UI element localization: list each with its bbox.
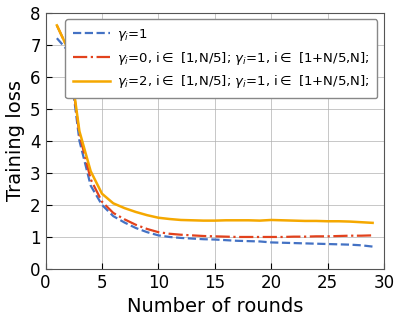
$\gamma_i$=0, i$\in$ [1,N/5]; $\gamma_i$=1, i$\in$ [1+N/5,N];	[100, 200, 104, 204]
$\gamma_i$=1	[314, 242, 319, 246]
$\gamma_i$=0, i$\in$ [1,N/5]; $\gamma_i$=1, i$\in$ [1+N/5,N];	[370, 233, 375, 237]
$\gamma_i$=1	[325, 242, 330, 246]
$\gamma_i$=2, i$\in$ [1,N/5]; $\gamma_i$=1, i$\in$ [1+N/5,N];	[325, 219, 330, 223]
$\gamma_i$=0, i$\in$ [1,N/5]; $\gamma_i$=1, i$\in$ [1+N/5,N];	[167, 232, 172, 236]
$\gamma_i$=2, i$\in$ [1,N/5]; $\gamma_i$=1, i$\in$ [1+N/5,N];	[190, 218, 194, 222]
$\gamma_i$=1	[258, 240, 262, 243]
$\gamma_i$=2, i$\in$ [1,N/5]; $\gamma_i$=1, i$\in$ [1+N/5,N];	[54, 24, 59, 27]
$\gamma_i$=0, i$\in$ [1,N/5]; $\gamma_i$=1, i$\in$ [1+N/5,N];	[134, 223, 138, 227]
$\gamma_i$=0, i$\in$ [1,N/5]; $\gamma_i$=1, i$\in$ [1+N/5,N];	[302, 235, 307, 239]
Legend: $\gamma_i$=1, $\gamma_i$=0, i$\in$ [1,N/5]; $\gamma_i$=1, i$\in$ [1+N/5,N];, $\g: $\gamma_i$=1, $\gamma_i$=0, i$\in$ [1,N/…	[65, 19, 377, 98]
$\gamma_i$=2, i$\in$ [1,N/5]; $\gamma_i$=1, i$\in$ [1+N/5,N];	[336, 219, 341, 223]
$\gamma_i$=0, i$\in$ [1,N/5]; $\gamma_i$=1, i$\in$ [1+N/5,N];	[156, 230, 161, 234]
$\gamma_i$=1	[190, 237, 194, 241]
$\gamma_i$=2, i$\in$ [1,N/5]; $\gamma_i$=1, i$\in$ [1+N/5,N];	[134, 210, 138, 214]
$\gamma_i$=1	[111, 214, 116, 218]
$\gamma_i$=2, i$\in$ [1,N/5]; $\gamma_i$=1, i$\in$ [1+N/5,N];	[258, 219, 262, 223]
$\gamma_i$=1	[336, 242, 341, 246]
$\gamma_i$=1	[302, 242, 307, 245]
$\gamma_i$=0, i$\in$ [1,N/5]; $\gamma_i$=1, i$\in$ [1+N/5,N];	[88, 177, 93, 181]
$\gamma_i$=1	[235, 239, 240, 243]
$\gamma_i$=1	[246, 239, 251, 243]
$\gamma_i$=0, i$\in$ [1,N/5]; $\gamma_i$=1, i$\in$ [1+N/5,N];	[66, 47, 70, 51]
$\gamma_i$=2, i$\in$ [1,N/5]; $\gamma_i$=1, i$\in$ [1+N/5,N];	[77, 129, 82, 133]
$\gamma_i$=2, i$\in$ [1,N/5]; $\gamma_i$=1, i$\in$ [1+N/5,N];	[235, 218, 240, 222]
$\gamma_i$=0, i$\in$ [1,N/5]; $\gamma_i$=1, i$\in$ [1+N/5,N];	[280, 235, 285, 239]
$\gamma_i$=2, i$\in$ [1,N/5]; $\gamma_i$=1, i$\in$ [1+N/5,N];	[224, 218, 228, 222]
$\gamma_i$=0, i$\in$ [1,N/5]; $\gamma_i$=1, i$\in$ [1+N/5,N];	[258, 235, 262, 239]
$\gamma_i$=2, i$\in$ [1,N/5]; $\gamma_i$=1, i$\in$ [1+N/5,N];	[348, 220, 352, 223]
$\gamma_i$=0, i$\in$ [1,N/5]; $\gamma_i$=1, i$\in$ [1+N/5,N];	[348, 234, 352, 238]
$\gamma_i$=1	[54, 36, 59, 40]
$\gamma_i$=2, i$\in$ [1,N/5]; $\gamma_i$=1, i$\in$ [1+N/5,N];	[370, 221, 375, 225]
$\gamma_i$=2, i$\in$ [1,N/5]; $\gamma_i$=1, i$\in$ [1+N/5,N];	[212, 219, 217, 223]
$\gamma_i$=0, i$\in$ [1,N/5]; $\gamma_i$=1, i$\in$ [1+N/5,N];	[224, 235, 228, 239]
X-axis label: Number of rounds: Number of rounds	[126, 298, 303, 317]
$\gamma_i$=0, i$\in$ [1,N/5]; $\gamma_i$=1, i$\in$ [1+N/5,N];	[54, 24, 59, 27]
$\gamma_i$=1	[134, 226, 138, 230]
Line: $\gamma_i$=0, i$\in$ [1,N/5]; $\gamma_i$=1, i$\in$ [1+N/5,N];: $\gamma_i$=0, i$\in$ [1,N/5]; $\gamma_i$…	[57, 25, 373, 237]
$\gamma_i$=1	[269, 241, 274, 244]
$\gamma_i$=1	[66, 49, 70, 53]
$\gamma_i$=1	[100, 203, 104, 207]
$\gamma_i$=1	[122, 221, 127, 224]
$\gamma_i$=2, i$\in$ [1,N/5]; $\gamma_i$=1, i$\in$ [1+N/5,N];	[88, 169, 93, 173]
$\gamma_i$=0, i$\in$ [1,N/5]; $\gamma_i$=1, i$\in$ [1+N/5,N];	[212, 234, 217, 238]
$\gamma_i$=1	[77, 139, 82, 143]
$\gamma_i$=2, i$\in$ [1,N/5]; $\gamma_i$=1, i$\in$ [1+N/5,N];	[122, 206, 127, 210]
$\gamma_i$=2, i$\in$ [1,N/5]; $\gamma_i$=1, i$\in$ [1+N/5,N];	[178, 218, 183, 222]
$\gamma_i$=0, i$\in$ [1,N/5]; $\gamma_i$=1, i$\in$ [1+N/5,N];	[336, 234, 341, 238]
Y-axis label: Training loss: Training loss	[6, 80, 24, 201]
$\gamma_i$=2, i$\in$ [1,N/5]; $\gamma_i$=1, i$\in$ [1+N/5,N];	[100, 192, 104, 196]
Line: $\gamma_i$=1: $\gamma_i$=1	[57, 38, 373, 247]
$\gamma_i$=1	[359, 243, 364, 247]
$\gamma_i$=2, i$\in$ [1,N/5]; $\gamma_i$=1, i$\in$ [1+N/5,N];	[302, 219, 307, 223]
$\gamma_i$=1	[145, 230, 150, 234]
$\gamma_i$=2, i$\in$ [1,N/5]; $\gamma_i$=1, i$\in$ [1+N/5,N];	[291, 219, 296, 223]
$\gamma_i$=2, i$\in$ [1,N/5]; $\gamma_i$=1, i$\in$ [1+N/5,N];	[314, 219, 319, 223]
$\gamma_i$=2, i$\in$ [1,N/5]; $\gamma_i$=1, i$\in$ [1+N/5,N];	[167, 217, 172, 221]
$\gamma_i$=1	[291, 241, 296, 245]
$\gamma_i$=0, i$\in$ [1,N/5]; $\gamma_i$=1, i$\in$ [1+N/5,N];	[178, 233, 183, 237]
$\gamma_i$=2, i$\in$ [1,N/5]; $\gamma_i$=1, i$\in$ [1+N/5,N];	[280, 218, 285, 222]
$\gamma_i$=1	[224, 238, 228, 242]
$\gamma_i$=2, i$\in$ [1,N/5]; $\gamma_i$=1, i$\in$ [1+N/5,N];	[145, 213, 150, 217]
$\gamma_i$=2, i$\in$ [1,N/5]; $\gamma_i$=1, i$\in$ [1+N/5,N];	[156, 216, 161, 220]
$\gamma_i$=2, i$\in$ [1,N/5]; $\gamma_i$=1, i$\in$ [1+N/5,N];	[111, 201, 116, 205]
$\gamma_i$=1	[348, 243, 352, 247]
$\gamma_i$=0, i$\in$ [1,N/5]; $\gamma_i$=1, i$\in$ [1+N/5,N];	[314, 234, 319, 238]
$\gamma_i$=0, i$\in$ [1,N/5]; $\gamma_i$=1, i$\in$ [1+N/5,N];	[122, 217, 127, 221]
$\gamma_i$=1	[178, 236, 183, 240]
$\gamma_i$=2, i$\in$ [1,N/5]; $\gamma_i$=1, i$\in$ [1+N/5,N];	[201, 219, 206, 223]
$\gamma_i$=1	[201, 237, 206, 241]
$\gamma_i$=1	[370, 245, 375, 249]
$\gamma_i$=0, i$\in$ [1,N/5]; $\gamma_i$=1, i$\in$ [1+N/5,N];	[359, 234, 364, 238]
Line: $\gamma_i$=2, i$\in$ [1,N/5]; $\gamma_i$=1, i$\in$ [1+N/5,N];: $\gamma_i$=2, i$\in$ [1,N/5]; $\gamma_i$…	[57, 25, 373, 223]
$\gamma_i$=1	[167, 235, 172, 239]
$\gamma_i$=0, i$\in$ [1,N/5]; $\gamma_i$=1, i$\in$ [1+N/5,N];	[77, 132, 82, 136]
$\gamma_i$=0, i$\in$ [1,N/5]; $\gamma_i$=1, i$\in$ [1+N/5,N];	[190, 233, 194, 237]
$\gamma_i$=0, i$\in$ [1,N/5]; $\gamma_i$=1, i$\in$ [1+N/5,N];	[145, 227, 150, 231]
$\gamma_i$=1	[88, 184, 93, 188]
$\gamma_i$=0, i$\in$ [1,N/5]; $\gamma_i$=1, i$\in$ [1+N/5,N];	[111, 211, 116, 215]
$\gamma_i$=0, i$\in$ [1,N/5]; $\gamma_i$=1, i$\in$ [1+N/5,N];	[269, 235, 274, 239]
$\gamma_i$=1	[280, 241, 285, 245]
$\gamma_i$=0, i$\in$ [1,N/5]; $\gamma_i$=1, i$\in$ [1+N/5,N];	[246, 235, 251, 239]
$\gamma_i$=2, i$\in$ [1,N/5]; $\gamma_i$=1, i$\in$ [1+N/5,N];	[359, 220, 364, 224]
$\gamma_i$=0, i$\in$ [1,N/5]; $\gamma_i$=1, i$\in$ [1+N/5,N];	[325, 234, 330, 238]
$\gamma_i$=2, i$\in$ [1,N/5]; $\gamma_i$=1, i$\in$ [1+N/5,N];	[246, 218, 251, 222]
$\gamma_i$=2, i$\in$ [1,N/5]; $\gamma_i$=1, i$\in$ [1+N/5,N];	[66, 47, 70, 51]
$\gamma_i$=0, i$\in$ [1,N/5]; $\gamma_i$=1, i$\in$ [1+N/5,N];	[235, 235, 240, 239]
$\gamma_i$=0, i$\in$ [1,N/5]; $\gamma_i$=1, i$\in$ [1+N/5,N];	[291, 235, 296, 239]
$\gamma_i$=2, i$\in$ [1,N/5]; $\gamma_i$=1, i$\in$ [1+N/5,N];	[269, 218, 274, 222]
$\gamma_i$=0, i$\in$ [1,N/5]; $\gamma_i$=1, i$\in$ [1+N/5,N];	[201, 234, 206, 238]
$\gamma_i$=1	[156, 233, 161, 237]
$\gamma_i$=1	[212, 238, 217, 242]
